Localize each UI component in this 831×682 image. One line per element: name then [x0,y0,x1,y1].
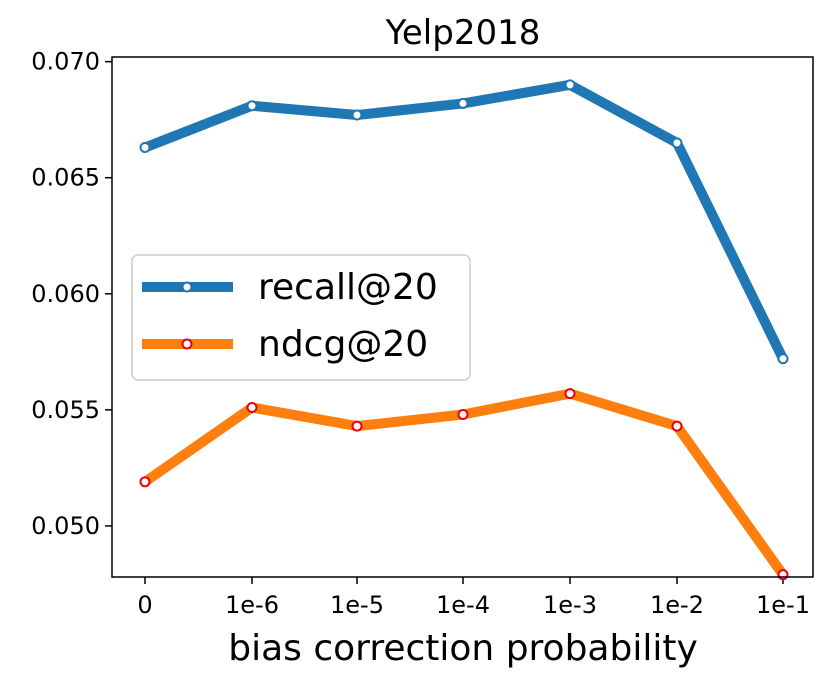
data-point [457,409,469,420]
y-tick-label: 0.065 [31,164,100,192]
data-point [351,109,363,121]
legend-label-recall: recall@20 [258,267,438,308]
data-point [564,388,576,400]
legend-marker-ndcg [181,338,193,350]
legend-item-ndcg: ndcg@20 [142,324,428,365]
data-point [351,420,363,432]
data-point [457,97,469,109]
data-point [564,79,576,91]
x-tick-label: 0 [137,591,152,619]
chart-title: Yelp2018 [385,13,541,53]
data-point [777,353,789,365]
data-point [246,402,258,414]
legend-marker-recall [181,281,193,293]
data-point [139,142,151,154]
data-point [671,420,683,432]
series-line-ndcg [142,388,788,578]
y-axis-ticks: 0.050 0.055 0.060 0.065 0.070 [31,48,112,540]
x-axis-ticks: 0 1e-6 1e-5 1e-4 1e-3 1e-2 1e-1 [137,577,810,619]
x-tick-label: 1e-1 [756,591,810,619]
data-point [671,137,683,149]
x-tick-label: 1e-4 [436,591,490,619]
plot-area-frame [111,56,814,578]
x-tick-label: 1e-6 [225,591,279,619]
y-tick-label: 0.050 [31,512,100,540]
x-tick-label: 1e-2 [650,591,704,619]
legend: recall@20 ndcg@20 [131,254,471,381]
data-point [139,476,151,488]
y-tick-label: 0.070 [31,48,100,76]
series-layer [139,79,789,581]
y-tick-label: 0.060 [31,280,100,308]
legend-item-recall: recall@20 [142,267,438,308]
y-tick-label: 0.055 [31,396,100,424]
x-tick-label: 1e-5 [330,591,384,619]
data-point [777,569,789,581]
x-tick-label: 1e-3 [543,591,597,619]
x-axis-label: bias correction probability [228,628,698,669]
data-point [246,100,258,112]
legend-label-ndcg: ndcg@20 [258,324,428,365]
